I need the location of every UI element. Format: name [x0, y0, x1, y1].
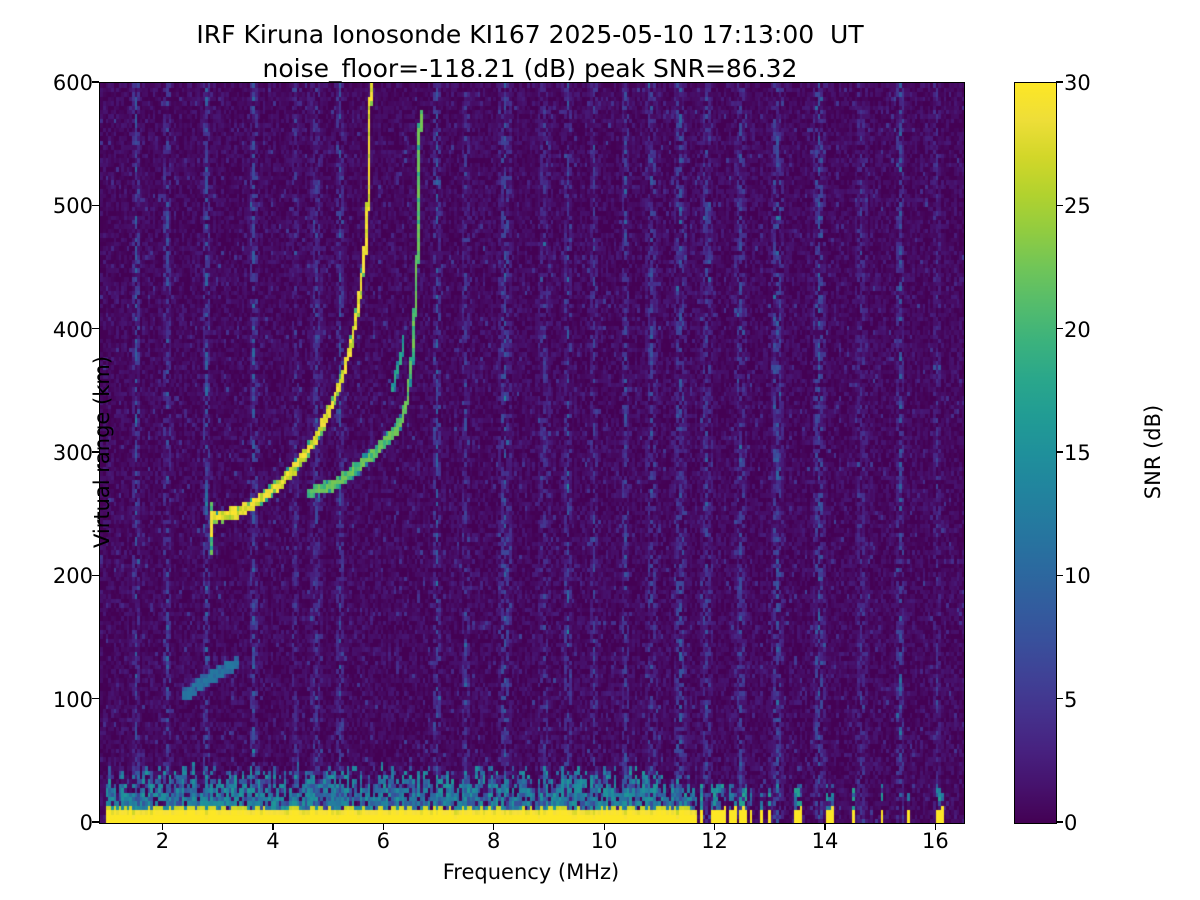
colorbar-label-container: SNR (dB) — [1108, 82, 1165, 822]
colorbar — [1014, 82, 1057, 824]
title-line-2: noise_floor=-118.21 (dB) peak SNR=86.32 — [262, 54, 798, 83]
colorbar-tick-label: 15 — [1064, 441, 1091, 465]
x-tick-mark — [161, 823, 164, 830]
x-tick-label: 4 — [266, 829, 280, 853]
colorbar-tick-label: 20 — [1064, 317, 1091, 342]
title-line-1: IRF Kiruna Ionosonde KI167 2025-05-10 17… — [196, 20, 864, 49]
y-tick-label: 300 — [52, 441, 93, 465]
y-tick-label: 500 — [52, 194, 93, 219]
colorbar-tick-label: 30 — [1064, 71, 1091, 95]
x-tick-label: 10 — [590, 829, 618, 853]
figure-title: IRF Kiruna Ionosonde KI167 2025-05-10 17… — [0, 18, 1060, 86]
colorbar-tick-label: 10 — [1064, 564, 1091, 589]
x-tick-label: 6 — [376, 829, 390, 853]
y-tick-label: 100 — [52, 687, 93, 712]
ionogram-heatmap-canvas — [100, 83, 964, 823]
y-tick-mark — [92, 574, 99, 576]
colorbar-tick-mark — [1056, 574, 1063, 576]
colorbar-gradient — [1015, 83, 1056, 823]
x-tick-mark — [713, 823, 716, 830]
y-tick-label: 400 — [52, 317, 93, 342]
x-tick-label: 8 — [487, 829, 501, 853]
x-tick-label: 16 — [922, 829, 949, 853]
y-tick-mark — [92, 328, 99, 330]
colorbar-tick-mark — [1056, 451, 1063, 453]
y-tick-label: 600 — [52, 71, 93, 95]
x-tick-mark — [382, 823, 384, 830]
colorbar-tick-mark — [1056, 698, 1063, 700]
colorbar-label: SNR (dB) — [1141, 404, 1166, 500]
y-tick-label: 200 — [52, 564, 93, 589]
colorbar-tick-mark — [1056, 81, 1063, 83]
y-tick-label: 0 — [79, 811, 93, 835]
ionogram-plot-area — [99, 82, 965, 824]
x-tick-label: 12 — [701, 829, 728, 853]
x-tick-label: 2 — [155, 829, 170, 853]
colorbar-tick-mark — [1056, 328, 1063, 330]
colorbar-tick-label: 25 — [1064, 194, 1091, 219]
x-tick-mark — [934, 823, 937, 830]
colorbar-tick-mark — [1056, 821, 1063, 823]
y-tick-mark — [92, 204, 99, 206]
x-axis-label: Frequency (MHz) — [442, 860, 620, 884]
x-tick-label: 14 — [811, 829, 839, 853]
x-tick-mark — [493, 823, 495, 830]
y-axis-label-container: Virtual range (km) — [10, 82, 114, 822]
x-tick-mark — [272, 823, 274, 830]
colorbar-tick-label: 5 — [1064, 687, 1078, 712]
y-tick-mark — [92, 81, 99, 83]
y-tick-mark — [92, 451, 99, 453]
y-tick-mark — [92, 821, 99, 823]
x-tick-mark — [824, 823, 826, 830]
y-tick-mark — [92, 698, 99, 700]
x-tick-mark — [603, 823, 605, 830]
colorbar-tick-label: 0 — [1064, 811, 1078, 835]
colorbar-tick-mark — [1056, 204, 1063, 206]
